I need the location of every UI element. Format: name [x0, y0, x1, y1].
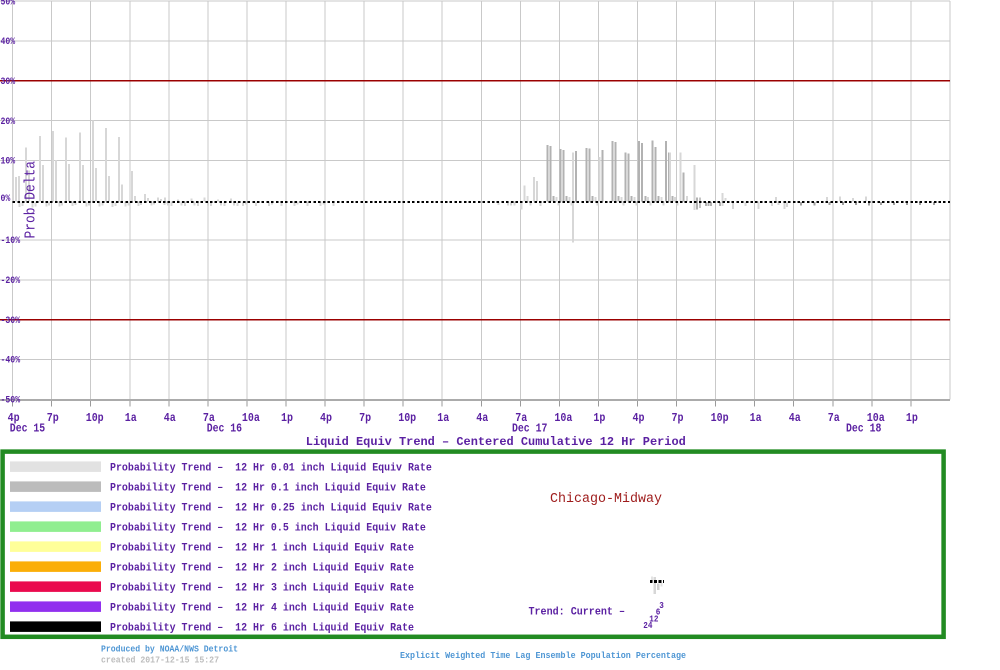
svg-text:20%: 20%	[1, 116, 16, 128]
svg-text:3: 3	[659, 601, 664, 611]
svg-text:Probability Trend – 12 Hr 2 i: Probability Trend – 12 Hr 2 inch Liquid …	[110, 563, 414, 575]
svg-text:1a: 1a	[750, 411, 762, 425]
svg-text:Probability Trend – 12 Hr 1 i: Probability Trend – 12 Hr 1 inch Liquid …	[110, 543, 414, 555]
svg-text:1a: 1a	[437, 411, 449, 425]
svg-text:1a: 1a	[125, 411, 137, 425]
svg-text:Produced by NOAA/NWS Detroit: Produced by NOAA/NWS Detroit	[101, 645, 238, 655]
svg-text:7p: 7p	[359, 411, 371, 425]
svg-text:-50%: -50%	[1, 395, 21, 407]
svg-text:Prob Delta: Prob Delta	[23, 161, 39, 239]
svg-text:0%: 0%	[1, 193, 11, 205]
svg-text:Probability Trend – 12 Hr 0.2: Probability Trend – 12 Hr 0.25 inch Liqu…	[110, 503, 432, 515]
svg-text:24: 24	[643, 621, 653, 631]
svg-text:Trend: Current –: Trend: Current –	[529, 607, 626, 619]
svg-text:-20%: -20%	[1, 275, 21, 287]
svg-text:50%: 50%	[1, 0, 16, 8]
svg-text:1p: 1p	[281, 411, 293, 425]
svg-text:Probability Trend – 12 Hr 0.0: Probability Trend – 12 Hr 0.01 inch Liqu…	[110, 463, 432, 475]
svg-text:10a: 10a	[242, 411, 260, 425]
svg-text:7p: 7p	[672, 411, 684, 425]
svg-text:10p: 10p	[86, 411, 104, 425]
svg-text:Probability Trend – 12 Hr 0.5: Probability Trend – 12 Hr 0.5 inch Liqui…	[110, 523, 426, 535]
svg-text:-10%: -10%	[1, 235, 21, 247]
svg-text:4p: 4p	[8, 411, 20, 425]
svg-text:Liquid Equiv Trend – Centered: Liquid Equiv Trend – Centered Cumulative…	[306, 435, 686, 449]
svg-text:7a: 7a	[515, 411, 527, 425]
svg-text:Dec 15: Dec 15	[10, 422, 45, 436]
svg-text:Chicago-Midway: Chicago-Midway	[550, 492, 662, 507]
svg-text:Dec 16: Dec 16	[207, 422, 242, 436]
svg-text:Probability Trend – 12 Hr 3 i: Probability Trend – 12 Hr 3 inch Liquid …	[110, 583, 414, 595]
svg-text:-40%: -40%	[1, 355, 21, 367]
svg-text:10a: 10a	[867, 411, 885, 425]
svg-text:4a: 4a	[476, 411, 488, 425]
svg-text:7a: 7a	[203, 411, 215, 425]
svg-text:40%: 40%	[1, 36, 16, 48]
svg-text:10p: 10p	[711, 411, 729, 425]
svg-text:7p: 7p	[47, 411, 59, 425]
svg-text:1p: 1p	[906, 411, 918, 425]
svg-text:7a: 7a	[828, 411, 840, 425]
svg-text:Probability Trend – 12 Hr 4 i: Probability Trend – 12 Hr 4 inch Liquid …	[110, 603, 414, 615]
svg-text:1p: 1p	[593, 411, 605, 425]
svg-text:30%: 30%	[1, 76, 16, 88]
svg-text:Probability Trend – 12 Hr 6 i: Probability Trend – 12 Hr 6 inch Liquid …	[110, 623, 414, 635]
svg-text:-30%: -30%	[1, 315, 21, 327]
svg-text:4p: 4p	[633, 411, 645, 425]
svg-text:4a: 4a	[164, 411, 176, 425]
svg-text:Dec 18: Dec 18	[846, 422, 881, 436]
svg-text:6: 6	[656, 608, 661, 618]
svg-text:Dec 17: Dec 17	[512, 422, 547, 436]
svg-text:Explicit Weighted Time Lag Ens: Explicit Weighted Time Lag Ensemble Popu…	[400, 651, 686, 661]
svg-text:4a: 4a	[789, 411, 801, 425]
svg-text:Probability Trend – 12 Hr 0.1: Probability Trend – 12 Hr 0.1 inch Liqui…	[110, 483, 426, 495]
svg-text:12: 12	[649, 615, 658, 625]
svg-text:10%: 10%	[1, 156, 16, 168]
svg-text:created 2017-12-15 15:27: created 2017-12-15 15:27	[101, 656, 219, 666]
svg-text:10a: 10a	[554, 411, 572, 425]
svg-text:10p: 10p	[398, 411, 416, 425]
svg-text:4p: 4p	[320, 411, 332, 425]
